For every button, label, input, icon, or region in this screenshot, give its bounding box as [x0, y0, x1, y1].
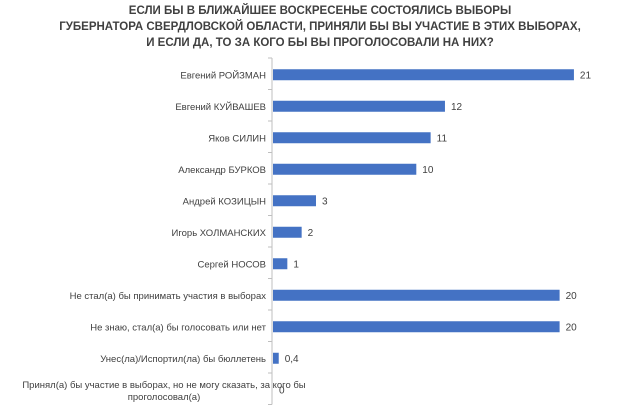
- bar: [273, 352, 279, 364]
- value-label: 20: [566, 322, 578, 333]
- category-label: Унес(ла)/Испортил(ла) бы бюллетень: [100, 354, 266, 365]
- category-label: Игорь ХОЛМАНСКИХ: [172, 228, 267, 239]
- category-label: Яков СИЛИН: [208, 133, 266, 144]
- bar: [273, 69, 574, 81]
- bar: [273, 132, 431, 144]
- category-label: Сергей НОСОВ: [197, 259, 266, 270]
- value-label: 21: [580, 70, 592, 81]
- category-label: Евгений КУЙВАШЕВ: [175, 101, 266, 113]
- value-label: 11: [437, 133, 448, 144]
- bar: [273, 100, 445, 112]
- value-label: 1: [293, 259, 299, 270]
- bar: [273, 195, 316, 207]
- chart-title-line-1: ЕСЛИ БЫ В БЛИЖАЙШЕЕ ВОСКРЕСЕНЬЕ СОСТОЯЛИ…: [128, 5, 512, 17]
- value-label: 0,4: [285, 354, 299, 365]
- category-label: Не знаю, стал(а) бы голосовать или нет: [90, 322, 266, 333]
- category-label: Александр БУРКОВ: [178, 165, 266, 176]
- category-label: Не стал(а) бы принимать участия в выбора…: [70, 291, 267, 302]
- bar: [273, 258, 288, 270]
- category-label: Андрей КОЗИЦЫН: [183, 196, 266, 207]
- category-label: Евгений РОЙЗМАН: [180, 69, 266, 81]
- bar: [273, 321, 560, 333]
- value-label: 12: [451, 102, 463, 113]
- value-label: 3: [322, 196, 328, 207]
- bar: [273, 163, 417, 175]
- value-label: 10: [422, 165, 434, 176]
- category-label: Принял(а) бы участие в выборах, но не мо…: [22, 380, 305, 403]
- chart-title-line-2: ГУБЕРНАТОРА СВЕРДЛОВСКОЙ ОБЛАСТИ, ПРИНЯЛ…: [59, 21, 581, 33]
- value-label: 0: [279, 385, 285, 396]
- chart-title: ЕСЛИ БЫ В БЛИЖАЙШЕЕ ВОСКРЕСЕНЬЕ СОСТОЯЛИ…: [0, 3, 640, 51]
- chart-title-line-3: И ЕСЛИ ДА, ТО ЗА КОГО БЫ ВЫ ПРОГОЛОСОВАЛ…: [146, 37, 494, 49]
- value-label: 20: [566, 291, 578, 302]
- bar: [273, 226, 302, 238]
- bar: [273, 289, 560, 301]
- value-label: 2: [308, 228, 314, 239]
